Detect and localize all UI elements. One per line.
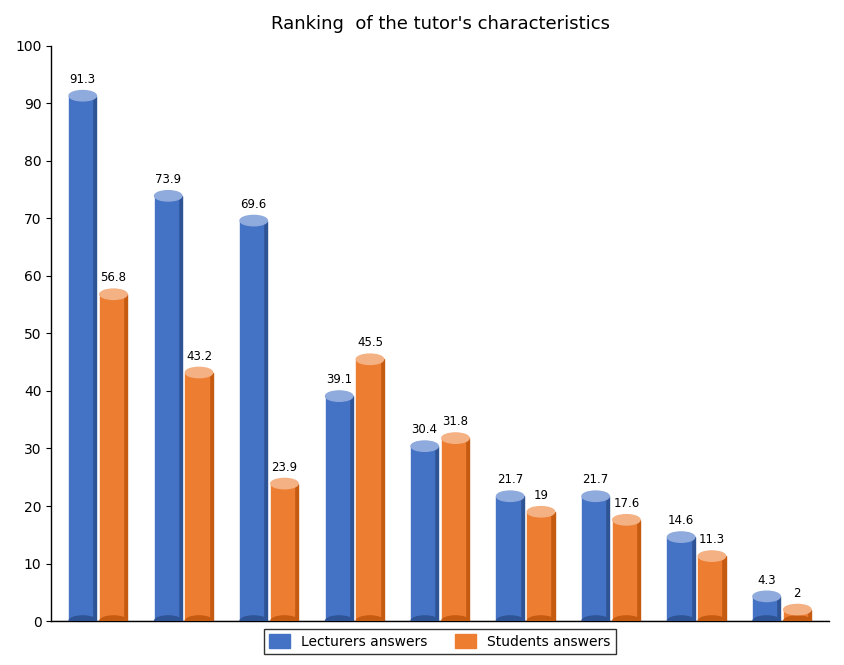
Polygon shape [434, 446, 438, 621]
Text: 19: 19 [533, 489, 549, 502]
Polygon shape [613, 520, 636, 621]
Ellipse shape [613, 515, 640, 525]
Ellipse shape [698, 551, 726, 561]
Polygon shape [271, 483, 294, 621]
Polygon shape [263, 221, 268, 621]
Polygon shape [380, 359, 384, 621]
Ellipse shape [441, 616, 469, 626]
Ellipse shape [784, 604, 811, 614]
Ellipse shape [240, 215, 268, 226]
Ellipse shape [582, 491, 609, 501]
Ellipse shape [154, 191, 182, 201]
Ellipse shape [753, 616, 780, 626]
Polygon shape [92, 96, 96, 621]
Polygon shape [411, 446, 434, 621]
Ellipse shape [496, 616, 524, 626]
Ellipse shape [668, 616, 695, 626]
Text: 4.3: 4.3 [757, 574, 776, 587]
Text: 39.1: 39.1 [326, 373, 352, 386]
Polygon shape [784, 610, 807, 621]
Text: 21.7: 21.7 [497, 473, 523, 487]
Polygon shape [668, 537, 690, 621]
Ellipse shape [271, 616, 298, 626]
Ellipse shape [186, 367, 213, 378]
Polygon shape [349, 396, 353, 621]
Polygon shape [776, 597, 780, 621]
Ellipse shape [496, 491, 524, 501]
Text: 21.7: 21.7 [582, 473, 609, 487]
Text: 17.6: 17.6 [614, 497, 640, 510]
Polygon shape [208, 372, 213, 621]
Polygon shape [178, 196, 182, 621]
Ellipse shape [240, 616, 268, 626]
Ellipse shape [69, 616, 96, 626]
Ellipse shape [753, 591, 780, 602]
Ellipse shape [326, 616, 353, 626]
Polygon shape [465, 438, 469, 621]
Polygon shape [753, 597, 776, 621]
Polygon shape [605, 496, 609, 621]
Text: 73.9: 73.9 [155, 173, 181, 186]
Polygon shape [528, 512, 550, 621]
Ellipse shape [528, 616, 555, 626]
Ellipse shape [528, 507, 555, 517]
Polygon shape [294, 483, 298, 621]
Ellipse shape [411, 616, 438, 626]
Polygon shape [550, 512, 555, 621]
Text: 30.4: 30.4 [412, 424, 438, 436]
Ellipse shape [356, 354, 384, 364]
Polygon shape [326, 396, 349, 621]
Ellipse shape [582, 616, 609, 626]
Polygon shape [186, 372, 208, 621]
Ellipse shape [69, 90, 96, 101]
Polygon shape [154, 196, 178, 621]
Text: 69.6: 69.6 [241, 198, 267, 211]
Text: 43.2: 43.2 [186, 350, 212, 362]
Polygon shape [51, 621, 844, 636]
Polygon shape [123, 294, 127, 621]
Ellipse shape [326, 391, 353, 401]
Text: 14.6: 14.6 [668, 514, 695, 527]
Polygon shape [240, 221, 263, 621]
Title: Ranking  of the tutor's characteristics: Ranking of the tutor's characteristics [271, 15, 609, 33]
Ellipse shape [784, 616, 811, 626]
Ellipse shape [271, 478, 298, 489]
Ellipse shape [668, 532, 695, 542]
Polygon shape [496, 496, 520, 621]
Text: 31.8: 31.8 [442, 416, 468, 428]
Polygon shape [722, 556, 726, 621]
Polygon shape [582, 496, 605, 621]
Legend: Lecturers answers, Students answers: Lecturers answers, Students answers [264, 628, 616, 654]
Ellipse shape [441, 433, 469, 444]
Polygon shape [356, 359, 380, 621]
Text: 23.9: 23.9 [272, 461, 298, 473]
Ellipse shape [698, 616, 726, 626]
Polygon shape [441, 438, 465, 621]
Polygon shape [636, 520, 640, 621]
Polygon shape [690, 537, 695, 621]
Ellipse shape [613, 616, 640, 626]
Ellipse shape [100, 616, 127, 626]
Text: 91.3: 91.3 [70, 73, 95, 86]
Ellipse shape [100, 289, 127, 299]
Text: 56.8: 56.8 [100, 271, 127, 285]
Ellipse shape [411, 441, 438, 452]
Ellipse shape [154, 616, 182, 626]
Ellipse shape [186, 616, 213, 626]
Ellipse shape [356, 616, 384, 626]
Text: 11.3: 11.3 [699, 533, 725, 546]
Polygon shape [807, 610, 811, 621]
Polygon shape [520, 496, 524, 621]
Polygon shape [100, 294, 123, 621]
Text: 45.5: 45.5 [357, 336, 383, 350]
Text: 2: 2 [793, 587, 801, 600]
Polygon shape [698, 556, 722, 621]
Polygon shape [69, 96, 92, 621]
